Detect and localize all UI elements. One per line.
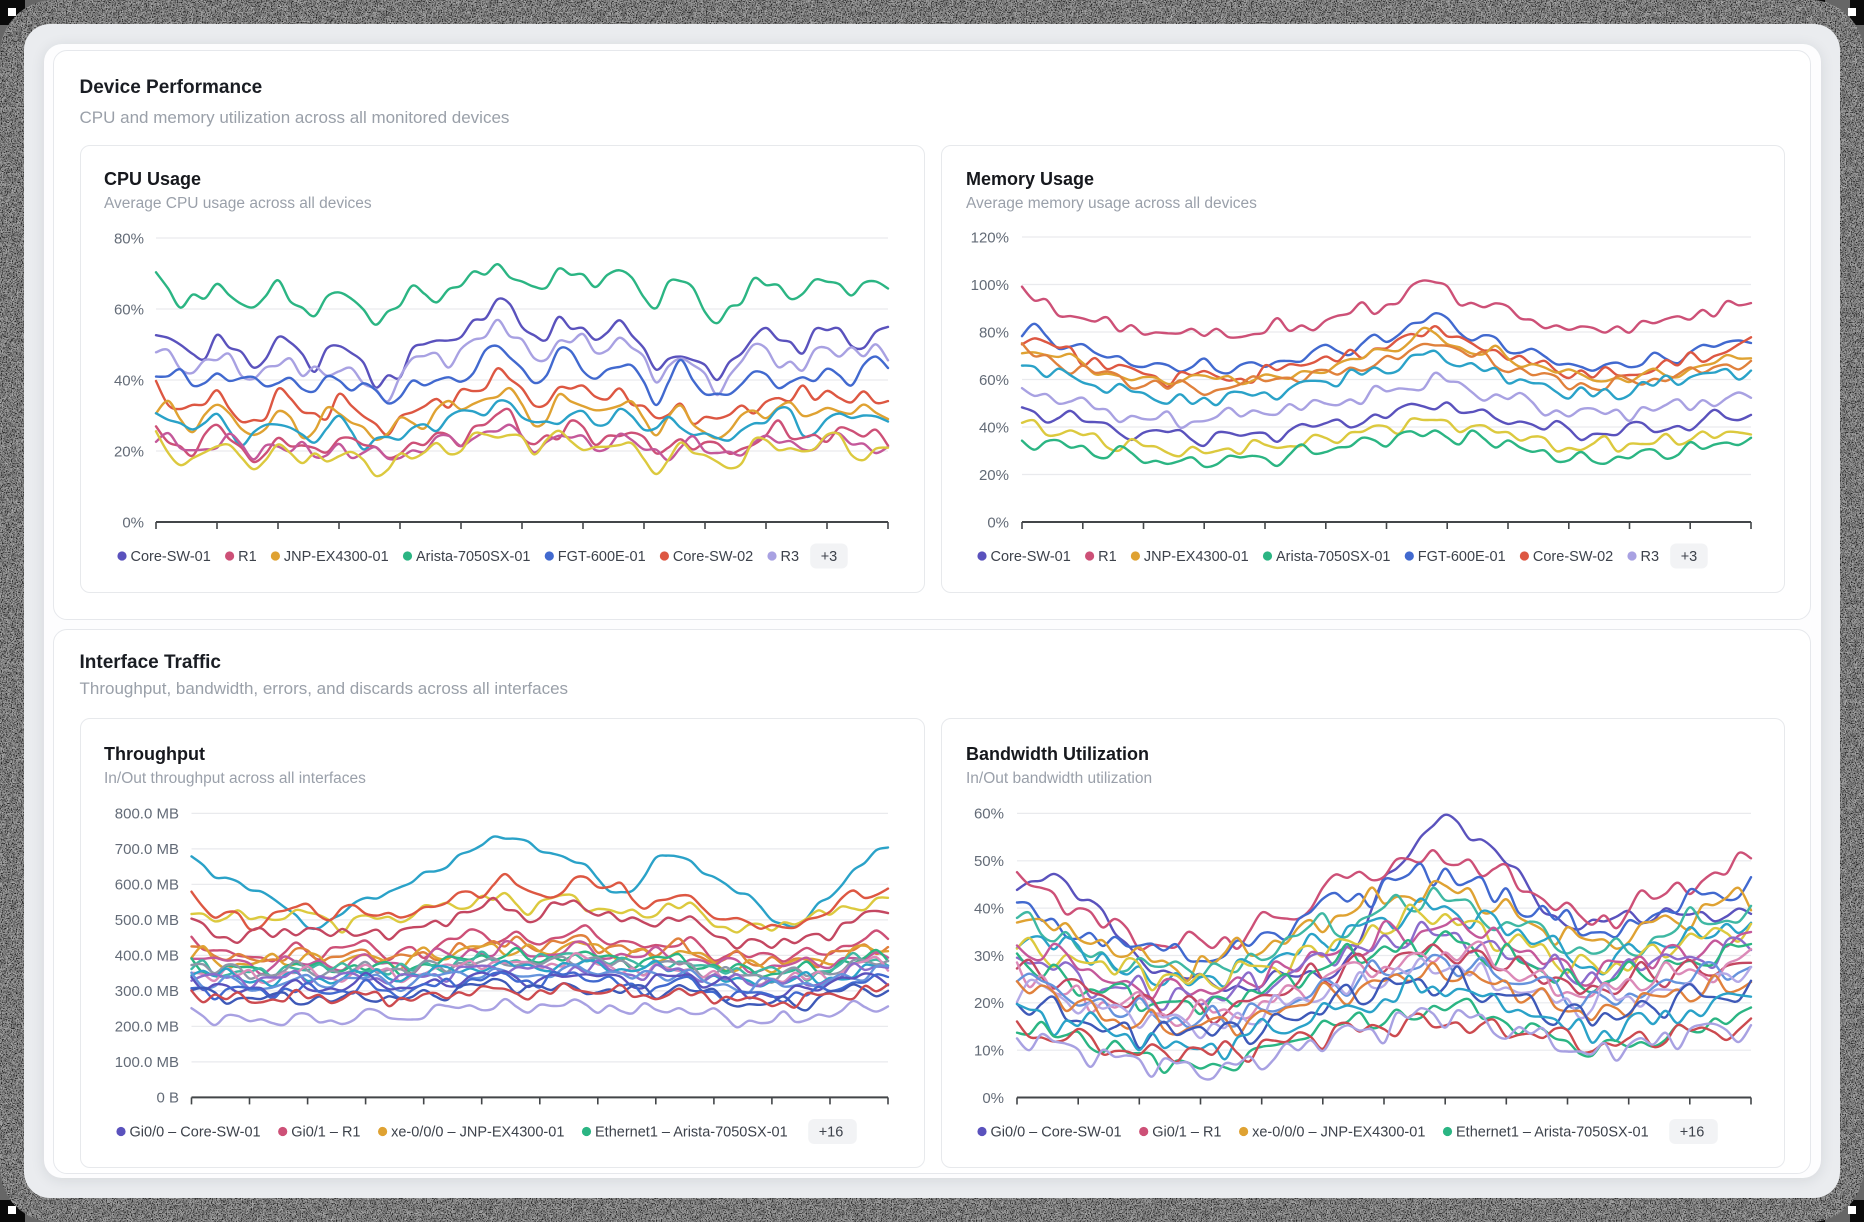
svg-text:60%: 60% <box>979 372 1009 389</box>
svg-text:Gi0/1 – R1: Gi0/1 – R1 <box>291 1125 360 1141</box>
svg-text:80%: 80% <box>979 324 1009 341</box>
svg-text:100.0 MB: 100.0 MB <box>115 1054 179 1071</box>
svg-text:0 B: 0 B <box>156 1090 179 1107</box>
svg-text:+16: +16 <box>1680 1125 1705 1141</box>
svg-text:Ethernet1 – Arista-7050SX-01: Ethernet1 – Arista-7050SX-01 <box>1456 1125 1649 1141</box>
svg-text:FGT-600E-01: FGT-600E-01 <box>558 549 646 565</box>
svg-text:500.0 MB: 500.0 MB <box>115 912 179 929</box>
svg-text:60%: 60% <box>114 301 144 318</box>
svg-text:R1: R1 <box>238 549 257 565</box>
svg-text:40%: 40% <box>979 419 1009 436</box>
svg-text:40%: 40% <box>114 372 144 389</box>
svg-text:0%: 0% <box>987 514 1009 531</box>
svg-text:600.0 MB: 600.0 MB <box>115 877 179 894</box>
svg-text:120%: 120% <box>971 229 1009 246</box>
svg-text:FGT-600E-01: FGT-600E-01 <box>1418 549 1506 565</box>
svg-text:100%: 100% <box>971 277 1009 294</box>
svg-text:Core-SW-01: Core-SW-01 <box>131 549 211 565</box>
svg-text:400.0 MB: 400.0 MB <box>115 948 179 965</box>
svg-text:R3: R3 <box>1641 549 1660 565</box>
svg-text:50%: 50% <box>974 853 1004 870</box>
svg-text:xe-0/0/0 – JNP-EX4300-01: xe-0/0/0 – JNP-EX4300-01 <box>1252 1125 1425 1141</box>
svg-text:0%: 0% <box>982 1090 1004 1107</box>
svg-text:60%: 60% <box>974 806 1004 823</box>
svg-text:+16: +16 <box>819 1125 844 1141</box>
svg-text:+3: +3 <box>1681 549 1698 565</box>
svg-text:20%: 20% <box>979 467 1009 484</box>
svg-text:R3: R3 <box>781 549 800 565</box>
svg-text:Gi0/1 – R1: Gi0/1 – R1 <box>1152 1125 1221 1141</box>
svg-text:JNP-EX4300-01: JNP-EX4300-01 <box>1144 549 1249 565</box>
svg-text:Core-SW-02: Core-SW-02 <box>1533 549 1613 565</box>
svg-text:700.0 MB: 700.0 MB <box>115 841 179 858</box>
svg-text:Core-SW-02: Core-SW-02 <box>673 549 753 565</box>
svg-text:80%: 80% <box>114 230 144 247</box>
svg-text:40%: 40% <box>974 900 1004 917</box>
svg-text:200.0 MB: 200.0 MB <box>115 1019 179 1036</box>
svg-text:10%: 10% <box>974 1043 1004 1060</box>
svg-text:30%: 30% <box>974 948 1004 965</box>
svg-text:Arista-7050SX-01: Arista-7050SX-01 <box>1276 549 1390 565</box>
svg-text:R1: R1 <box>1098 549 1117 565</box>
svg-text:20%: 20% <box>114 443 144 460</box>
svg-text:Ethernet1 – Arista-7050SX-01: Ethernet1 – Arista-7050SX-01 <box>595 1125 788 1141</box>
svg-text:Arista-7050SX-01: Arista-7050SX-01 <box>416 549 530 565</box>
svg-text:800.0 MB: 800.0 MB <box>115 806 179 823</box>
svg-text:JNP-EX4300-01: JNP-EX4300-01 <box>284 549 389 565</box>
svg-text:Gi0/0 – Core-SW-01: Gi0/0 – Core-SW-01 <box>991 1125 1122 1141</box>
svg-text:300.0 MB: 300.0 MB <box>115 983 179 1000</box>
svg-text:Gi0/0 – Core-SW-01: Gi0/0 – Core-SW-01 <box>130 1125 261 1141</box>
svg-text:xe-0/0/0 – JNP-EX4300-01: xe-0/0/0 – JNP-EX4300-01 <box>391 1125 564 1141</box>
svg-text:+3: +3 <box>821 549 838 565</box>
svg-text:Core-SW-01: Core-SW-01 <box>991 549 1071 565</box>
svg-text:20%: 20% <box>974 995 1004 1012</box>
svg-text:0%: 0% <box>122 514 144 531</box>
